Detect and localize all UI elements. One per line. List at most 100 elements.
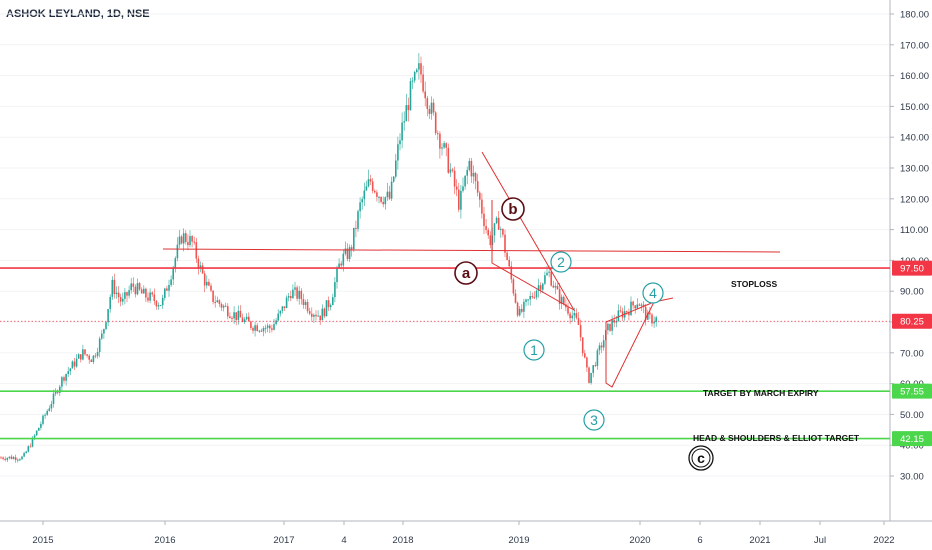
candle-body xyxy=(46,410,48,415)
candle-body xyxy=(514,293,517,303)
candle-body xyxy=(365,186,368,191)
candle-body xyxy=(254,325,256,331)
candle-body xyxy=(241,317,244,323)
candle-body xyxy=(14,457,17,461)
y-tick-label: 130.00 xyxy=(900,164,929,175)
candle-body xyxy=(98,338,101,352)
candle-body xyxy=(75,358,78,367)
candle-body xyxy=(82,349,84,360)
candle-body xyxy=(342,253,345,266)
wave-label-1: 1 xyxy=(523,339,545,361)
candle-body xyxy=(655,317,657,322)
candle-body xyxy=(392,176,395,182)
candle-body xyxy=(556,285,559,290)
candle-body xyxy=(63,377,65,381)
candle-body xyxy=(424,91,426,99)
candle-body xyxy=(527,299,529,301)
candle-body xyxy=(361,199,363,203)
candle-body xyxy=(327,300,330,308)
candle-body xyxy=(287,296,290,298)
candle-body xyxy=(235,312,237,320)
candle-body xyxy=(248,316,250,322)
candle-body xyxy=(266,325,269,328)
candle-body xyxy=(285,297,288,308)
candle-body xyxy=(182,233,185,244)
candle-body xyxy=(502,228,504,235)
y-tick-label: 110.00 xyxy=(900,225,928,236)
candle-body xyxy=(399,140,401,145)
candle-body xyxy=(155,301,158,307)
candle-body xyxy=(208,281,210,286)
candle-body xyxy=(191,236,193,242)
x-tick-label: 2019 xyxy=(508,535,529,546)
candle-body xyxy=(550,271,552,286)
candle-body xyxy=(571,315,573,319)
candle-body xyxy=(130,283,132,291)
candle-body xyxy=(466,169,468,176)
candle-body xyxy=(449,169,452,173)
y-tick-label: 90.00 xyxy=(900,287,924,298)
candle-body xyxy=(474,172,477,182)
candle-body xyxy=(210,285,212,291)
candle-body xyxy=(500,228,502,230)
candle-body xyxy=(168,284,170,291)
wave-text: c xyxy=(697,450,705,466)
candle-body xyxy=(203,273,206,286)
candle-body xyxy=(443,143,445,148)
y-tick-label: 50.00 xyxy=(900,410,924,421)
candle-body xyxy=(199,265,202,269)
candle-body xyxy=(174,258,177,268)
wave-circle xyxy=(550,251,572,273)
candle-body xyxy=(447,147,450,173)
candle-body xyxy=(495,217,498,224)
candle-body xyxy=(134,286,137,295)
candle-body xyxy=(304,301,307,305)
candle-body xyxy=(630,301,632,316)
wave-text: b xyxy=(508,201,517,218)
candle-body xyxy=(6,458,9,460)
candle-body xyxy=(67,371,69,374)
candle-body xyxy=(386,191,389,198)
candle-body xyxy=(428,108,431,114)
candle-body xyxy=(92,355,95,362)
x-tick-label: 2018 xyxy=(392,535,413,546)
x-tick-label: 2020 xyxy=(629,535,650,546)
annotation-3: HEAD & SHOULDERS & ELLIOT TARGET xyxy=(693,433,860,443)
price-badge-label: 57.55 xyxy=(900,387,924,398)
wave-text: 2 xyxy=(557,254,565,270)
candle-body xyxy=(195,242,198,259)
candle-body xyxy=(262,328,265,332)
candle-body xyxy=(187,241,189,246)
candle-body xyxy=(147,297,149,301)
y-tick-label: 160.00 xyxy=(900,71,929,82)
candle-body xyxy=(296,287,298,299)
candle-body xyxy=(103,329,105,334)
candle-body xyxy=(185,233,187,242)
candle-body xyxy=(193,241,195,243)
neckline xyxy=(162,248,781,253)
candle-body xyxy=(237,310,240,320)
candle-body xyxy=(245,316,248,320)
candle-body xyxy=(336,267,338,283)
candle-body xyxy=(567,307,569,314)
candle-body xyxy=(292,289,294,299)
candle-body xyxy=(101,333,103,339)
candle-body xyxy=(115,292,118,295)
candle-body xyxy=(411,80,414,82)
candle-body xyxy=(50,403,53,409)
candle-body xyxy=(468,160,471,170)
candle-body xyxy=(315,314,317,317)
candle-body xyxy=(294,287,296,290)
candle-body xyxy=(487,229,489,236)
candle-body xyxy=(111,279,114,297)
grid xyxy=(0,13,890,477)
candle-body xyxy=(250,321,252,328)
candle-body xyxy=(227,306,229,317)
candle-body xyxy=(145,288,147,298)
candle-body xyxy=(136,283,139,295)
candle-body xyxy=(420,63,422,75)
candle-body xyxy=(382,202,384,205)
candle-body xyxy=(426,98,429,109)
wave-text: 4 xyxy=(649,285,657,301)
